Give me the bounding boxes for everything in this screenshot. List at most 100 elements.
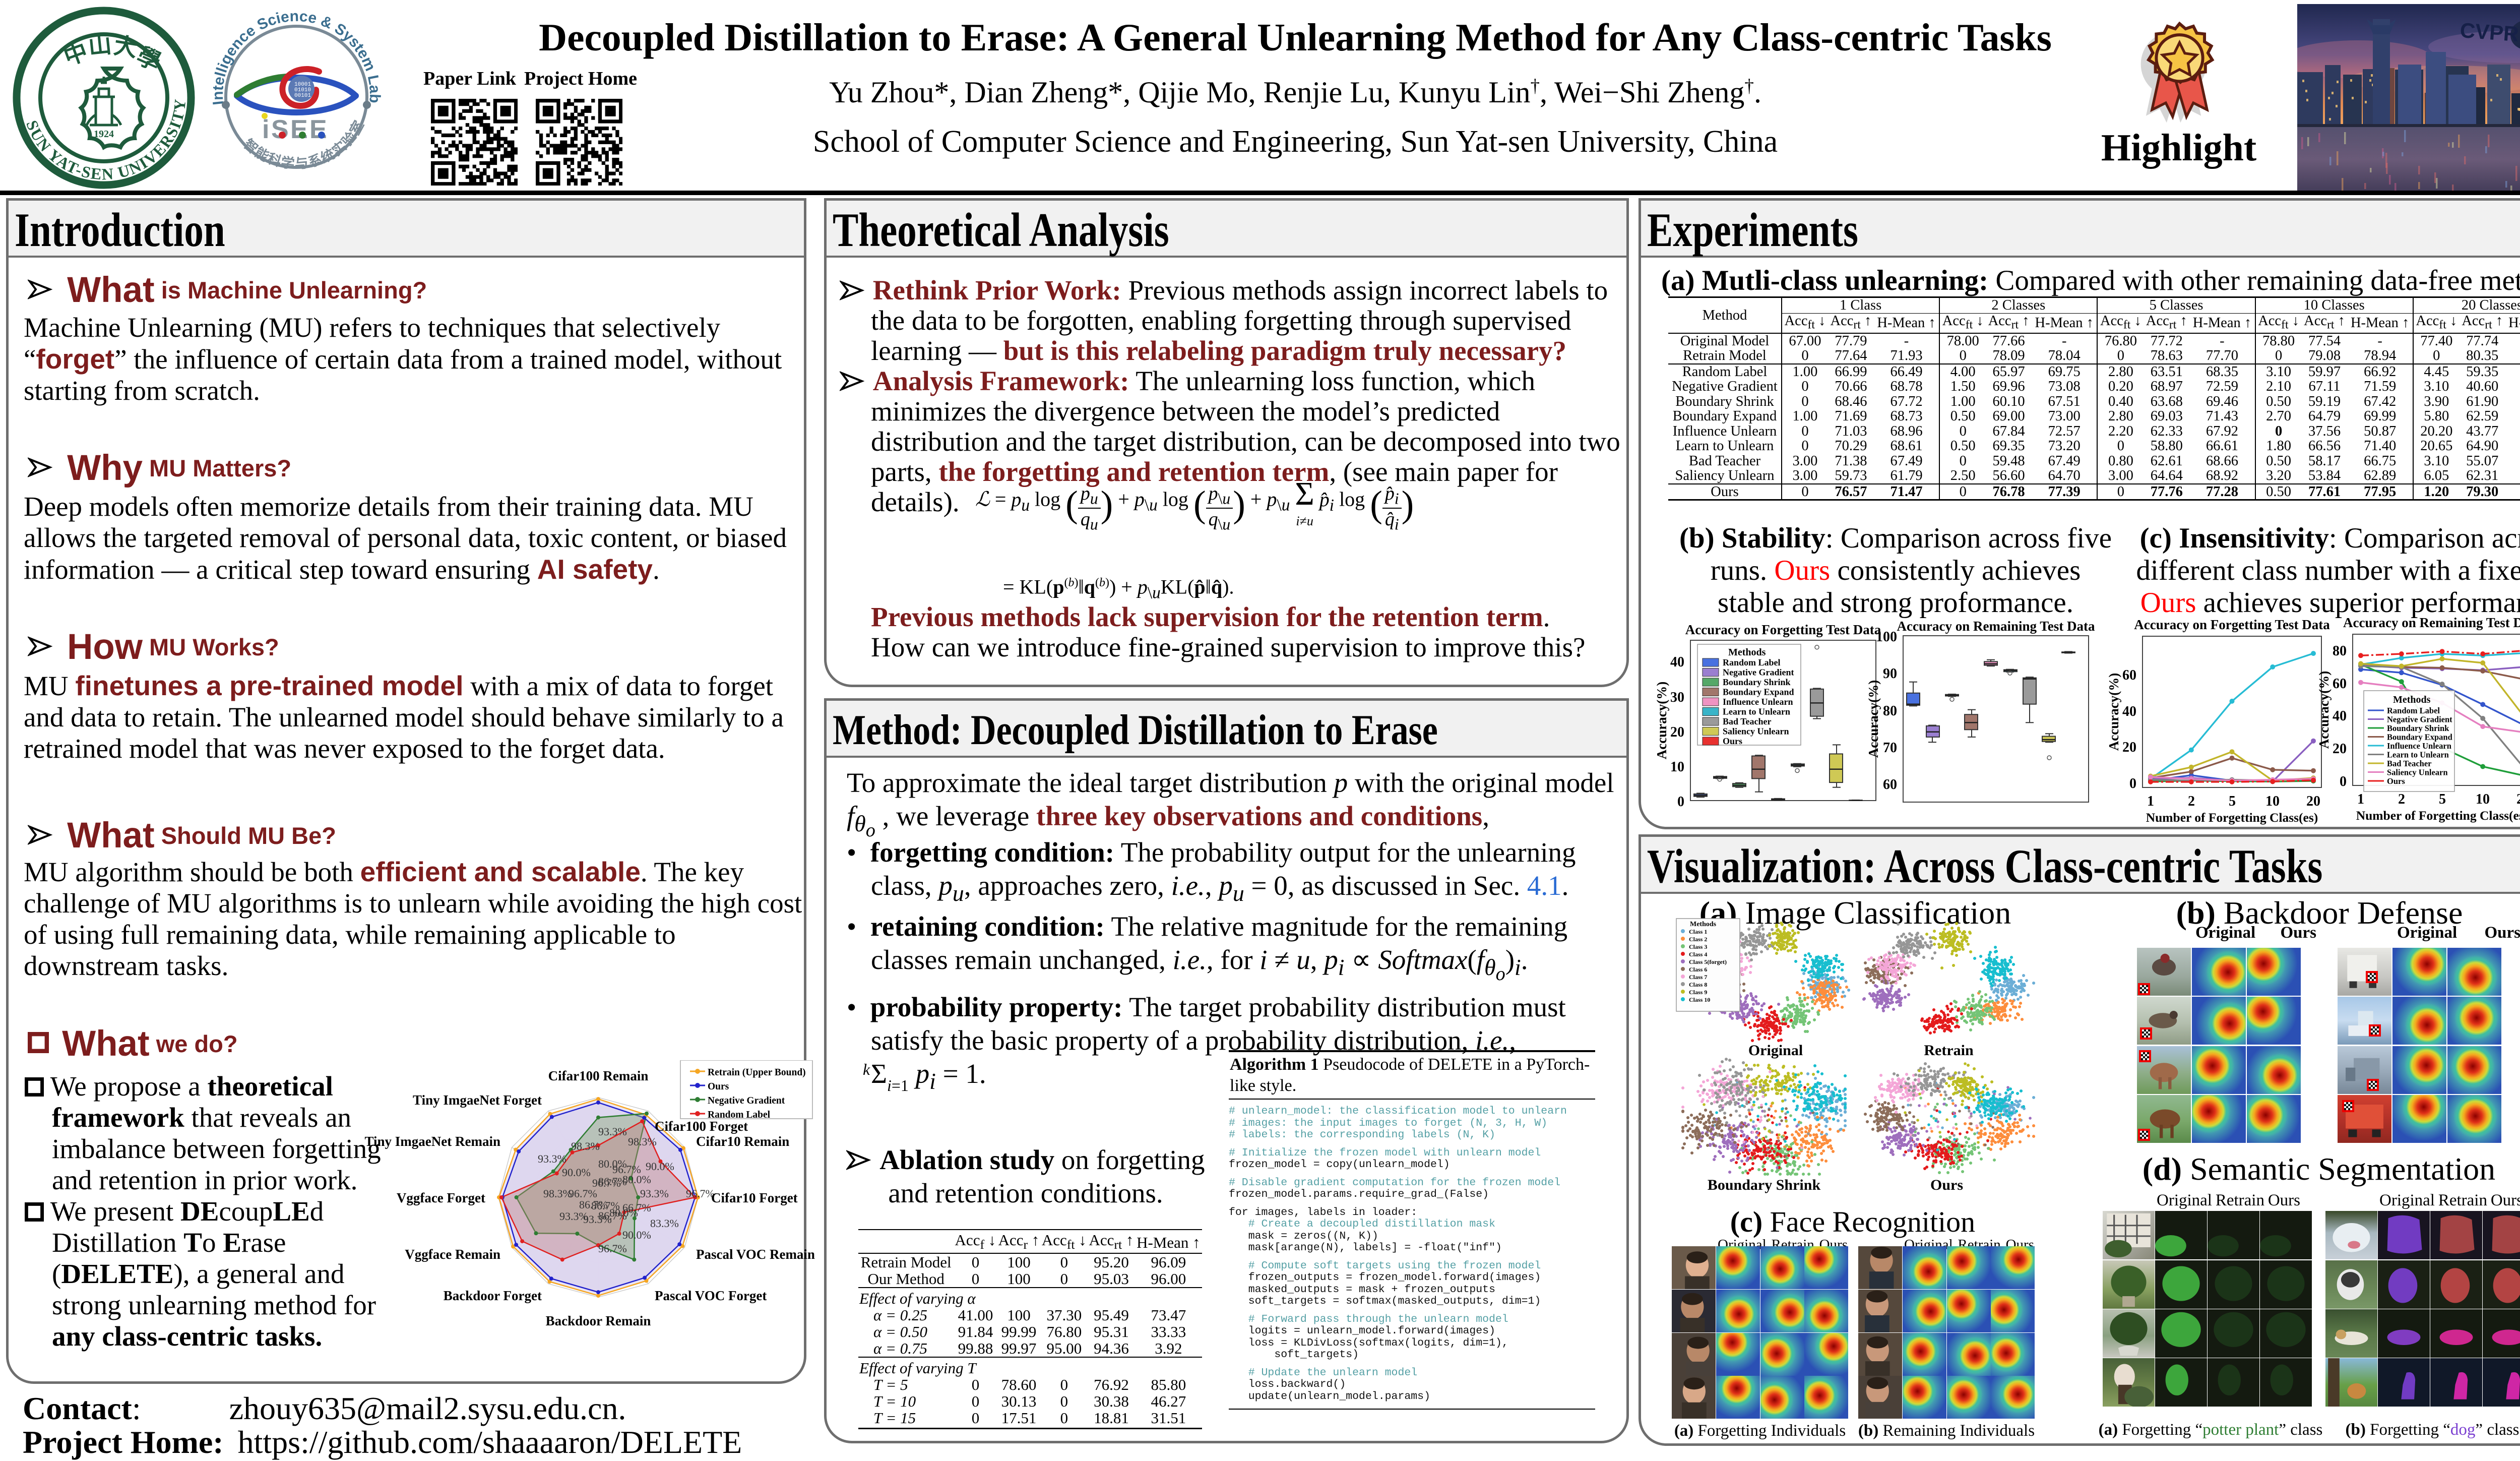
svg-text:98.3%: 98.3%: [543, 1187, 572, 1200]
svg-text:Tiny ImgaeNet Remain: Tiny ImgaeNet Remain: [365, 1134, 501, 1149]
svg-text:Class 2: Class 2: [1689, 936, 1707, 943]
svg-text:Class 1: Class 1: [1689, 928, 1707, 935]
svg-text:60: 60: [1883, 777, 1897, 793]
svg-text:0: 0: [2129, 776, 2136, 792]
svg-text:Accuracy(%): Accuracy(%): [1867, 680, 1881, 758]
svg-text:70: 70: [1883, 740, 1897, 756]
svg-text:93.3%: 93.3%: [598, 1125, 627, 1138]
svg-text:5: 5: [2229, 794, 2236, 809]
svg-text:96.7%: 96.7%: [569, 1187, 597, 1200]
svg-text:Methods: Methods: [2393, 694, 2431, 705]
svg-text:66.7%: 66.7%: [622, 1201, 651, 1214]
svg-text:Accuracy(%): Accuracy(%): [2317, 671, 2332, 749]
svg-text:E: E: [290, 115, 308, 144]
svg-text:86.7%: 86.7%: [598, 1175, 627, 1188]
svg-text:CVPR: CVPR: [2459, 18, 2519, 46]
svg-text:83.3%: 83.3%: [650, 1217, 679, 1230]
svg-text:Accuracy on Remaining Test Dat: Accuracy on Remaining Test Data: [2343, 615, 2520, 630]
svg-text:1: 1: [2357, 792, 2364, 807]
svg-text:Ours: Ours: [2387, 776, 2405, 786]
svg-text:Class 8: Class 8: [1689, 981, 1707, 988]
svg-text:1924: 1924: [94, 129, 114, 140]
svg-text:山: 山: [87, 31, 113, 59]
svg-text:10: 10: [2476, 792, 2490, 807]
svg-text:Accuracy(%): Accuracy(%): [2107, 673, 2121, 751]
svg-text:96.7%: 96.7%: [612, 1163, 641, 1176]
svg-text:80.0%: 80.0%: [598, 1158, 627, 1170]
svg-text:Influence Unlearn: Influence Unlearn: [2387, 741, 2451, 751]
svg-text:Bad Teacher: Bad Teacher: [1723, 716, 1772, 726]
svg-text:93.3%: 93.3%: [640, 1187, 669, 1200]
svg-text:Random Label: Random Label: [2387, 706, 2440, 715]
svg-text:100: 100: [1876, 629, 1897, 645]
svg-text:5: 5: [2439, 792, 2446, 807]
svg-text:10: 10: [2265, 794, 2280, 809]
svg-text:Class 3: Class 3: [1689, 943, 1707, 950]
svg-text:40: 40: [2122, 704, 2136, 719]
svg-text:20: 20: [2333, 741, 2347, 757]
svg-text:Bad Teacher: Bad Teacher: [2387, 759, 2431, 768]
svg-text:20: 20: [1670, 724, 1684, 740]
svg-text:10: 10: [1670, 759, 1684, 775]
svg-text:Cifar100 Remain: Cifar100 Remain: [548, 1068, 649, 1083]
svg-text:Accuracy on Forgetting Test Da: Accuracy on Forgetting Test Data: [1685, 622, 1881, 637]
svg-text:Boundary Expand: Boundary Expand: [1723, 687, 1794, 697]
svg-text:Methods: Methods: [1728, 647, 1766, 658]
svg-text:i: i: [262, 115, 269, 144]
svg-text:0: 0: [1677, 794, 1684, 810]
svg-text:Class 7: Class 7: [1689, 973, 1707, 981]
svg-text:96.7%: 96.7%: [592, 1177, 621, 1189]
svg-text:Class 5(forget): Class 5(forget): [1689, 958, 1727, 965]
svg-text:Number of Forgetting Class(es): Number of Forgetting Class(es): [2146, 810, 2318, 825]
svg-text:Tiny ImgaeNet Forget: Tiny ImgaeNet Forget: [413, 1092, 542, 1108]
svg-text:20: 20: [2306, 794, 2320, 809]
svg-text:Accuracy on Remaining Test Dat: Accuracy on Remaining Test Data: [1897, 619, 2095, 634]
svg-text:Backdoor Forget: Backdoor Forget: [444, 1288, 542, 1303]
svg-text:Cifar100 Forget: Cifar100 Forget: [655, 1119, 748, 1134]
svg-text:Pascal VOC Forget: Pascal VOC Forget: [655, 1288, 767, 1303]
svg-text:90.0%: 90.0%: [622, 1229, 651, 1241]
svg-text:40: 40: [2333, 708, 2347, 724]
svg-text:Learn to Unlearn: Learn to Unlearn: [2387, 750, 2449, 760]
svg-text:80.0%: 80.0%: [609, 1206, 638, 1219]
svg-text:2: 2: [2188, 794, 2195, 809]
svg-text:96.7%: 96.7%: [598, 1242, 627, 1255]
svg-text:Saliency Unlearn: Saliency Unlearn: [1723, 726, 1789, 737]
svg-text:Pascal VOC Remain: Pascal VOC Remain: [696, 1247, 815, 1262]
svg-text:93.3%: 93.3%: [583, 1213, 612, 1226]
svg-text:E: E: [309, 115, 327, 144]
svg-text:10001: 10001: [294, 82, 311, 88]
svg-text:大: 大: [112, 32, 139, 62]
svg-text:96.7%: 96.7%: [686, 1187, 715, 1200]
svg-text:93.3%: 93.3%: [559, 1210, 588, 1223]
svg-text:Class 9: Class 9: [1689, 989, 1707, 996]
svg-text:20: 20: [2516, 792, 2520, 807]
svg-text:86.7%: 86.7%: [591, 1199, 620, 1212]
svg-text:Vggface Remain: Vggface Remain: [405, 1247, 500, 1262]
svg-text:Saliency Unlearn: Saliency Unlearn: [2387, 768, 2448, 777]
svg-text:Ours: Ours: [708, 1081, 729, 1092]
svg-text:01010: 01010: [294, 87, 311, 93]
svg-text:Class 4: Class 4: [1689, 951, 1707, 958]
svg-text:Negative Gradient: Negative Gradient: [2387, 715, 2452, 724]
svg-text:90.0%: 90.0%: [562, 1166, 591, 1179]
svg-text:80: 80: [2333, 643, 2347, 659]
svg-text:Random Label: Random Label: [708, 1110, 771, 1120]
svg-text:40: 40: [1670, 654, 1684, 670]
svg-text:86.7%: 86.7%: [579, 1198, 608, 1211]
svg-text:Class 10: Class 10: [1689, 996, 1710, 1003]
svg-text:90.0%: 90.0%: [646, 1160, 674, 1173]
svg-text:Number of Forgetting Class(es): Number of Forgetting Class(es): [2356, 808, 2520, 823]
svg-text:93.3%: 93.3%: [538, 1152, 566, 1165]
svg-text:80: 80: [1883, 703, 1897, 719]
svg-text:Random Label: Random Label: [1723, 657, 1781, 667]
svg-text:98.3%: 98.3%: [628, 1135, 657, 1148]
svg-text:00101: 00101: [294, 93, 311, 99]
svg-text:Cifar10 Remain: Cifar10 Remain: [696, 1134, 789, 1149]
svg-text:90: 90: [1883, 666, 1897, 682]
svg-text:Class 6: Class 6: [1689, 966, 1707, 973]
svg-text:Negative Gradient: Negative Gradient: [708, 1095, 785, 1106]
svg-text:60: 60: [2333, 676, 2347, 692]
svg-text:86.7%: 86.7%: [598, 1209, 627, 1222]
svg-text:Accuracy on Forgetting Test Da: Accuracy on Forgetting Test Data: [2134, 617, 2330, 632]
